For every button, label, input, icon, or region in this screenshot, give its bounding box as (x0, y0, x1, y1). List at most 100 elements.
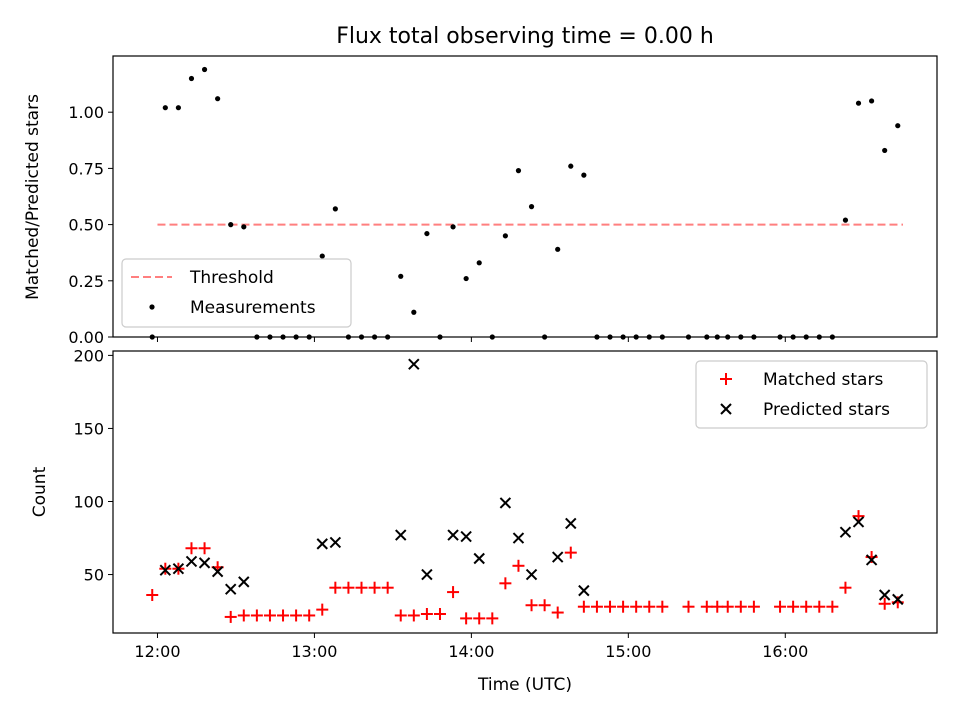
bottom-y-axis: 50 100 150 200 (73, 346, 113, 585)
matched-star-point (800, 600, 813, 613)
matched-star-point (473, 612, 486, 625)
matched-star-point (460, 612, 473, 625)
matched-star-point (826, 600, 839, 613)
measurement-point (568, 163, 574, 169)
measurement-point (215, 96, 221, 102)
matched-star-point (290, 609, 303, 622)
predicted-star-point (565, 517, 577, 530)
predicted-star-point (551, 551, 564, 563)
predicted-star-point (525, 568, 538, 581)
matched-star-point (839, 581, 852, 594)
matched-star-point (316, 603, 329, 616)
matched-star-point (604, 600, 617, 613)
measurement-point (555, 246, 561, 252)
legend-predicted-swatch (720, 403, 732, 415)
matched-star-point (329, 581, 342, 594)
top-y-axis-label: Matched/Predicted stars (23, 94, 43, 300)
top-panel: Flux total observing time = 0.00 h 0.000… (23, 24, 938, 347)
predicted-star-point (512, 532, 525, 544)
matched-star-point (747, 600, 760, 613)
matched-star-point (538, 599, 551, 612)
x-tick-label: 16:00 (762, 642, 808, 661)
matched-star-point (263, 609, 276, 622)
bottom-y-tick-label: 150 (73, 419, 104, 438)
x-tick-label: 14:00 (448, 642, 494, 661)
matched-star-point (711, 600, 724, 613)
matched-star-point (630, 600, 643, 613)
predicted-star-point (421, 568, 433, 581)
legend-predicted-label: Predicted stars (763, 400, 890, 420)
matched-star-point (447, 586, 460, 599)
matched-star-point (813, 600, 826, 613)
measurement-point (502, 233, 508, 239)
predicted-star-point (185, 555, 198, 568)
top-legend-box (121, 258, 352, 328)
matched-star-point (590, 600, 603, 613)
measurement-point (175, 105, 181, 111)
matched-star-point (643, 600, 656, 613)
matched-star-point (277, 609, 290, 622)
bottom-plot-frame (112, 350, 938, 634)
top-y-tick-label: 0.00 (68, 328, 104, 347)
measurement-point (332, 206, 338, 212)
matched-star-point (682, 600, 695, 613)
matched-star-point (224, 610, 237, 623)
top-y-axis: 0.00 0.25 0.50 0.75 1.00 (68, 103, 113, 347)
predicted-star-point (316, 538, 328, 550)
measurement-point (842, 217, 849, 223)
matched-star-point (355, 581, 368, 594)
measurement-point (398, 273, 404, 279)
matched-star-point (499, 577, 512, 590)
bottom-legend-box (695, 360, 928, 429)
measurement-point (450, 224, 456, 230)
measurement-point (855, 100, 862, 106)
matched-star-point (852, 510, 865, 523)
matched-star-point (250, 609, 263, 622)
bottom-count-points (146, 358, 904, 625)
bottom-y-tick-label: 200 (73, 346, 104, 365)
legend-measurements-label: Measurements (190, 298, 316, 318)
predicted-star-point (408, 358, 420, 370)
measurement-point (515, 168, 522, 174)
predicted-star-point (395, 529, 407, 541)
matched-star-point (787, 600, 800, 613)
predicted-star-point (172, 563, 185, 575)
predicted-star-point (198, 557, 211, 569)
bottom-legend: Matched stars Predicted stars (695, 360, 928, 429)
matched-star-point (185, 542, 198, 555)
matched-star-point (237, 609, 250, 622)
matched-star-point (721, 600, 734, 613)
legend-measurements-swatch (149, 304, 155, 310)
bottom-panel: 50 100 150 200 12:00 13:00 14:00 15:00 16:00 Co… (30, 346, 938, 695)
x-tick-label: 15:00 (605, 642, 651, 661)
matched-star-point (525, 599, 538, 612)
matched-star-point (433, 608, 446, 621)
predicted-star-point (329, 536, 342, 549)
matched-star-point (368, 581, 381, 594)
top-y-tick-label: 0.75 (68, 159, 104, 178)
predicted-star-point (159, 564, 172, 576)
measurement-point (476, 260, 482, 266)
matched-star-point (774, 600, 787, 613)
matched-star-point (146, 589, 159, 602)
bottom-y-tick-label: 100 (73, 492, 104, 511)
measurement-point (411, 309, 417, 315)
top-y-tick-label: 0.50 (68, 216, 104, 235)
x-tick-label: 13:00 (291, 642, 337, 661)
predicted-star-point (211, 565, 224, 578)
bottom-x-axis: 12:00 13:00 14:00 15:00 16:00 (134, 633, 808, 661)
predicted-star-point (578, 584, 590, 597)
matched-star-point (564, 546, 577, 559)
matched-star-point (551, 606, 564, 619)
predicted-star-point (839, 526, 852, 538)
predicted-star-point (892, 593, 904, 606)
bottom-y-axis-label: Count (30, 466, 50, 517)
predicted-star-point (473, 552, 485, 565)
measurement-point (188, 75, 195, 82)
matched-star-point (394, 609, 407, 622)
matched-star-point (878, 597, 891, 610)
matched-star-point (577, 600, 590, 613)
matched-star-point (381, 581, 394, 594)
